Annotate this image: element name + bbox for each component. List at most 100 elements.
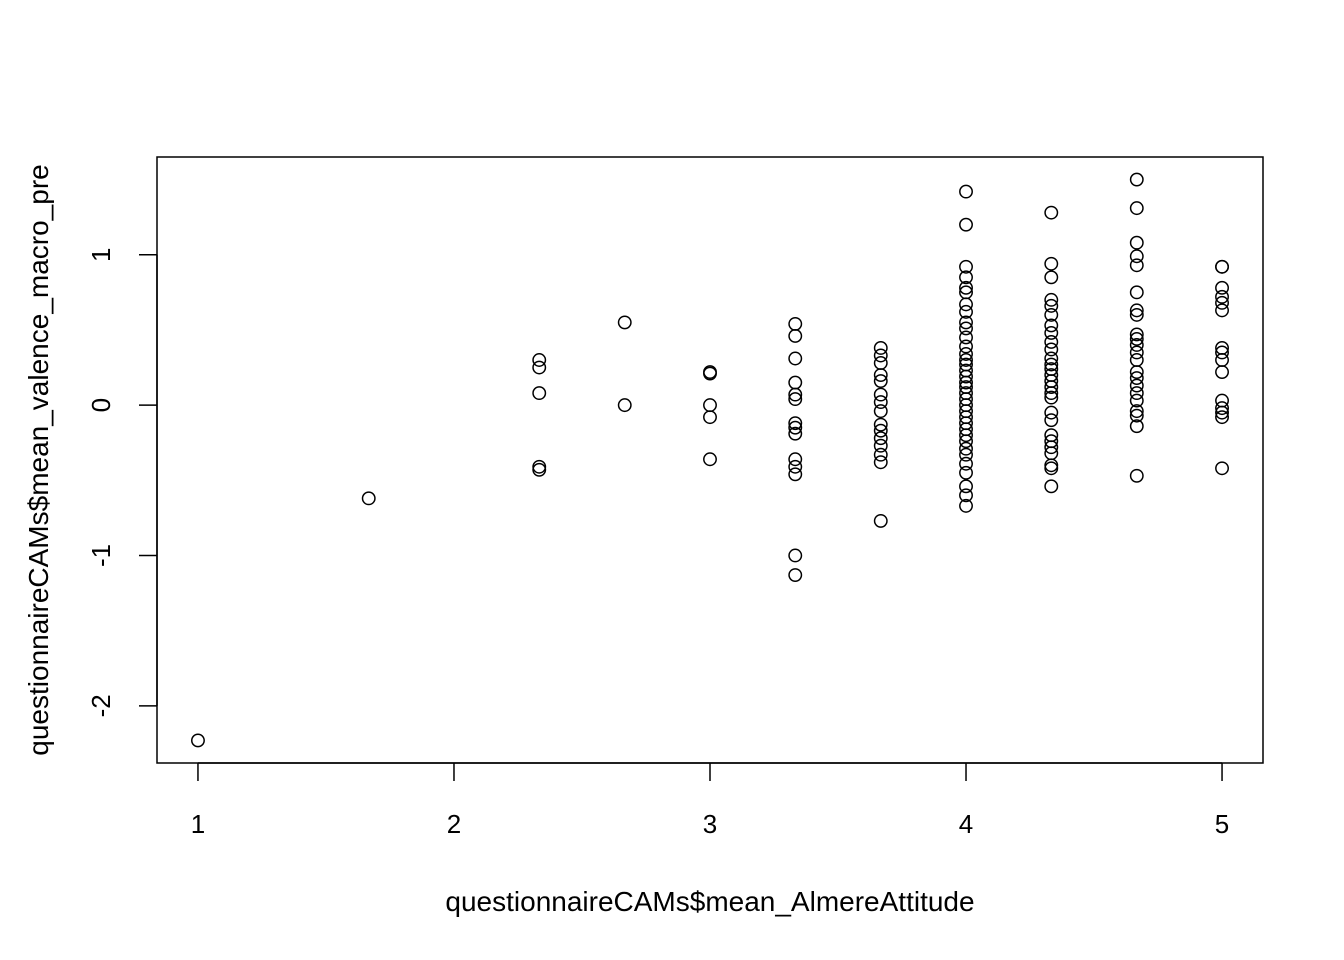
y-tick-label: -1 [86,544,116,567]
data-point [1129,393,1144,408]
data-point [959,297,973,312]
x-tick-label: 5 [1215,809,1229,839]
data-point [1129,258,1144,273]
data-point [1129,353,1144,367]
data-point [873,513,888,528]
data-point [788,387,803,402]
data-point [788,416,803,431]
data-point [1215,280,1229,295]
data-point [959,339,973,354]
data-point [873,404,888,419]
data-point [1215,295,1229,310]
data-point [1044,205,1059,220]
data-point [617,315,632,330]
data-point [1129,404,1144,419]
data-point [788,328,803,343]
data-point [1044,413,1059,428]
data-point [1044,335,1059,349]
data-point [532,459,547,474]
data-point [1129,468,1144,483]
data-point [959,479,973,494]
data-point [1215,365,1229,379]
data-point [703,410,717,425]
data-point [1129,386,1144,401]
y-tick-label: -2 [86,694,116,717]
data-point [788,548,803,563]
x-tick-label: 1 [191,809,205,839]
data-point [788,375,803,390]
y-tick-label: 0 [86,398,116,412]
data-point [788,568,803,582]
data-point [959,447,973,462]
data-point [1044,461,1059,476]
data-point [788,467,803,482]
data-point [1044,307,1059,322]
data-point [873,341,888,355]
data-point [873,423,888,438]
data-point [873,374,888,389]
data-point [873,356,888,370]
data-point [873,438,888,453]
data-point [703,452,717,467]
data-point [959,434,973,449]
data-point [1129,307,1144,322]
data-point [959,353,973,367]
data-point [1044,325,1059,340]
data-point [1044,357,1059,372]
data-point [959,315,973,330]
y-axis-title: questionnaireCAMs$mean_valence_macro_pre [23,164,54,755]
data-point [959,304,973,319]
y-axis: -2 -1 0 1 [86,248,158,717]
data-point [1044,256,1059,271]
data-point [1129,235,1144,250]
data-point [788,351,803,366]
data-point [873,417,888,432]
data-point [1215,405,1229,420]
data-point [1215,289,1229,304]
data-point [532,353,547,367]
data-point [1129,201,1144,216]
data-point [788,459,803,474]
data-point [959,488,973,503]
data-point [959,498,973,513]
data-point [703,366,717,381]
data-point [1215,345,1229,360]
data-point [959,375,973,390]
data-point [617,398,632,413]
data-point [959,428,973,443]
data-point [532,386,547,401]
data-point [703,398,717,413]
data-point [1129,332,1144,346]
data-point [873,447,888,462]
data-point [361,491,376,506]
data-point [1044,342,1059,357]
data-point [1129,365,1144,379]
data-point [959,280,973,295]
data-point [1044,440,1059,455]
data-point [873,455,888,470]
data-point [1044,318,1059,333]
data-point [873,348,888,363]
data-point [1044,405,1059,420]
data-point [788,452,803,467]
data-point [1129,408,1144,423]
data-point [959,270,973,285]
data-point [1129,285,1144,300]
data-point [532,462,547,477]
data-point [1129,172,1144,187]
data-point [1129,345,1144,360]
data-point [1215,303,1229,318]
data-point [1215,401,1229,416]
data-points [191,172,1229,748]
x-axis-title: questionnaireCAMs$mean_AlmereAttitude [445,886,974,917]
x-axis: 1 2 3 4 5 [191,762,1229,839]
data-point [1044,270,1059,285]
data-point [1129,249,1144,264]
data-point [1215,461,1229,476]
x-tick-label: 2 [447,809,461,839]
data-point [1215,393,1229,408]
data-point [959,217,973,232]
data-point [1129,327,1144,342]
data-point [1044,292,1059,307]
